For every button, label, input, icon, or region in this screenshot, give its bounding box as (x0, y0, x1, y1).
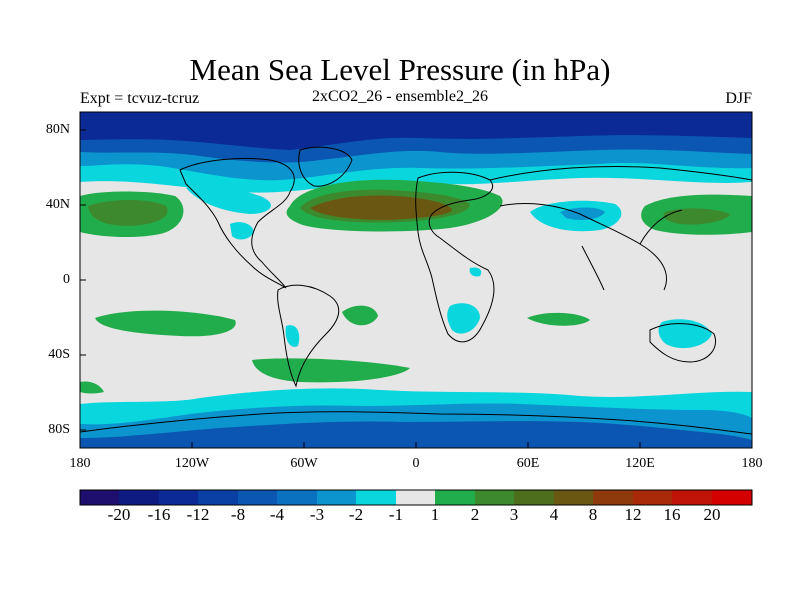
southern-atlantic-weak-high (252, 358, 410, 383)
map-title: Mean Sea Level Pressure (in hPa) (189, 52, 611, 87)
x-tick-label: 120W (174, 456, 210, 471)
x-tick-label: 120E (625, 456, 655, 471)
colorbar-cell (238, 490, 277, 505)
colorbar-label: -16 (147, 505, 171, 524)
colorbar-cell (514, 490, 554, 505)
south-africa-weak-low (447, 303, 480, 334)
x-tick-label: 60W (290, 456, 318, 471)
colorbar-cell (672, 490, 712, 505)
colorbar-cell (396, 490, 435, 505)
colorbar-cell (277, 490, 317, 505)
colorbar-cell (554, 490, 593, 505)
antarctic-low (80, 421, 752, 448)
colorbar-label: -3 (309, 505, 325, 524)
colorbar-label: -4 (269, 505, 285, 524)
colorbar-label: -12 (186, 505, 210, 524)
south-america-weak-low (285, 325, 300, 347)
season-label: DJF (725, 90, 752, 107)
colorbar-frame (79, 489, 753, 506)
colorbar-label: 4 (549, 505, 559, 524)
colorbar-label: 12 (624, 505, 642, 524)
southwest-pacific-weak-high (80, 381, 104, 394)
y-tick-marks (80, 129, 86, 431)
colorbar-cell (159, 490, 198, 505)
colorbar-label: 1 (430, 505, 440, 524)
x-tick-marks (79, 442, 753, 448)
south-atlantic-weak-high (342, 305, 378, 326)
x-tick-label: 0 (412, 456, 420, 471)
colorbar-cell (712, 490, 752, 505)
ensemble-label: 2xCO2_26 - ensemble2_26 (312, 88, 488, 105)
colorbar-label: 2 (470, 505, 480, 524)
colorbar-cell (633, 490, 672, 505)
colorbar (79, 489, 753, 506)
x-tick-label: 180 (69, 456, 91, 471)
coastlines (80, 146, 752, 435)
colorbar-label: -8 (230, 505, 246, 524)
pacific-mid-high (88, 200, 168, 226)
x-tick-label: 60E (516, 456, 540, 471)
y-tick-label: 80S (48, 422, 70, 437)
colorbar-label: -2 (348, 505, 364, 524)
x-tick-label: 180 (741, 456, 763, 471)
colorbar-label: -20 (107, 505, 131, 524)
colorbar-cell (593, 490, 633, 505)
colorbar-cell (475, 490, 514, 505)
colorbar-cell (317, 490, 356, 505)
y-tick-label: 40S (48, 347, 70, 362)
y-tick-label: 80N (45, 122, 70, 137)
pressure-field (80, 112, 752, 448)
colorbar-label: 20 (703, 505, 721, 524)
colorbar-cell (198, 490, 238, 505)
colorbar-label: 16 (663, 505, 681, 524)
colorbar-label: 8 (588, 505, 598, 524)
experiment-label: Expt = tcvuz-tcruz (80, 90, 200, 107)
y-tick-label: 40N (45, 197, 70, 212)
gulf-weak-low (230, 222, 254, 240)
colorbar-label: 3 (509, 505, 519, 524)
colorbar-cell (80, 490, 119, 505)
colorbar-cell (119, 490, 159, 505)
west-pacific-mid-high (663, 208, 730, 225)
colorbar-label: -1 (388, 505, 404, 524)
south-pacific-weak-high (95, 310, 236, 337)
arctic-deep-low (80, 112, 752, 150)
indian-ocean-weak-high (527, 312, 590, 326)
colorbar-cell (435, 490, 475, 505)
colorbar-cell (356, 490, 396, 505)
y-tick-label: 0 (63, 272, 70, 287)
north-america-weak-low (186, 185, 271, 214)
central-africa-weak-low (469, 267, 482, 277)
